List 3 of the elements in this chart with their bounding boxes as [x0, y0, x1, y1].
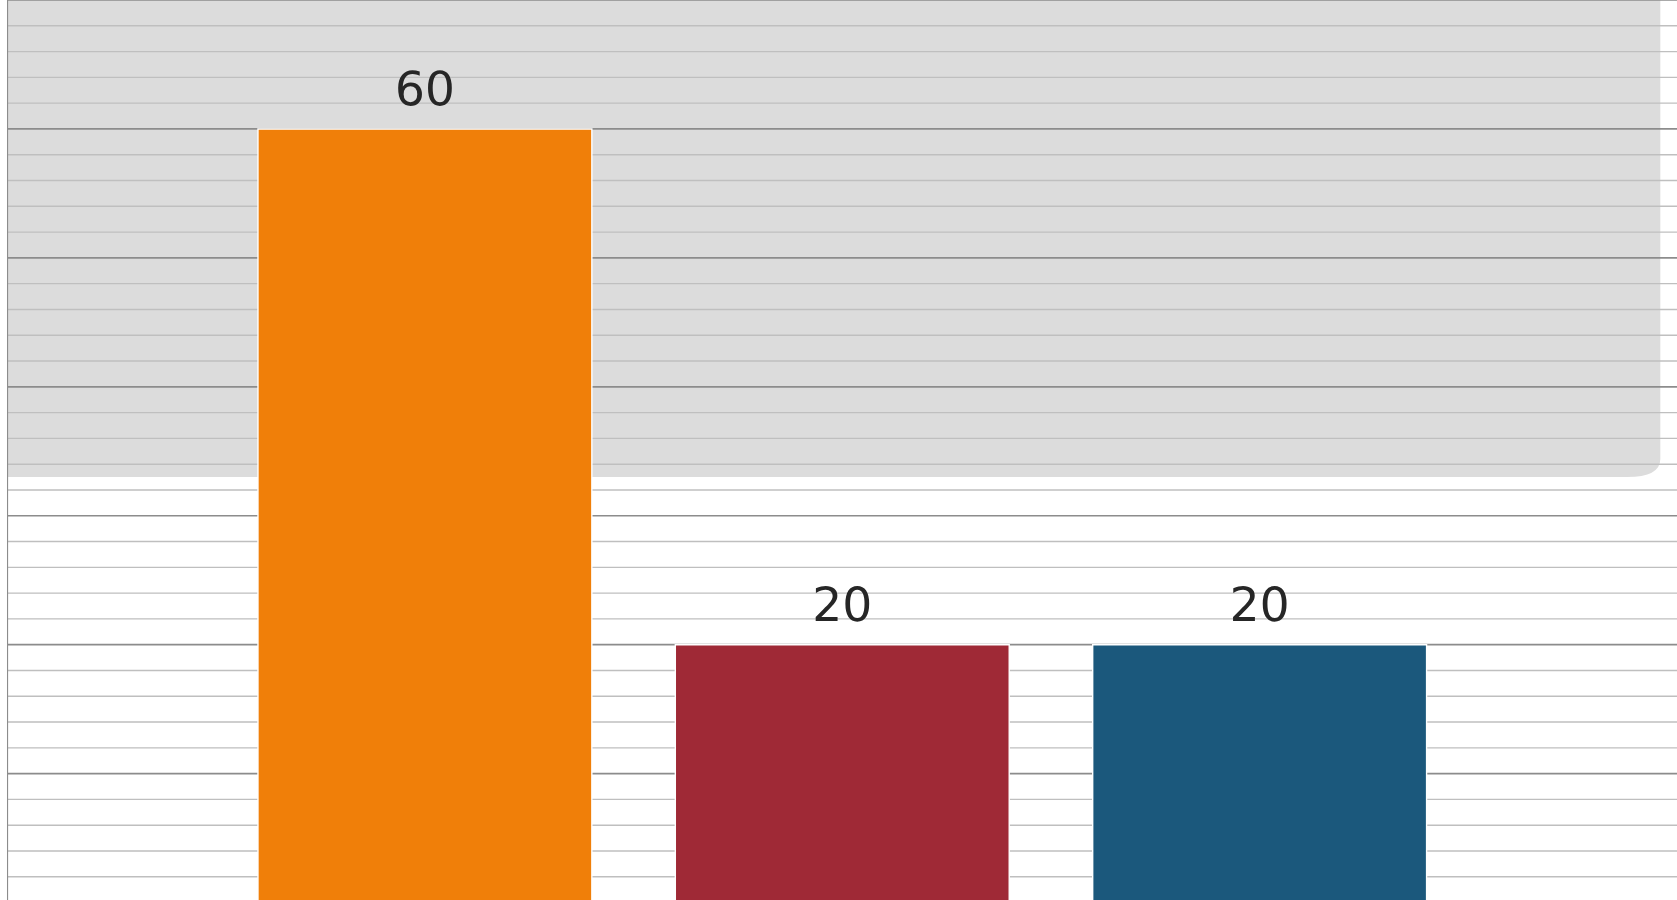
data-label: 60 — [398, 70, 452, 106]
data-label: 20 — [1233, 585, 1287, 622]
data-label: 20 — [815, 585, 870, 622]
